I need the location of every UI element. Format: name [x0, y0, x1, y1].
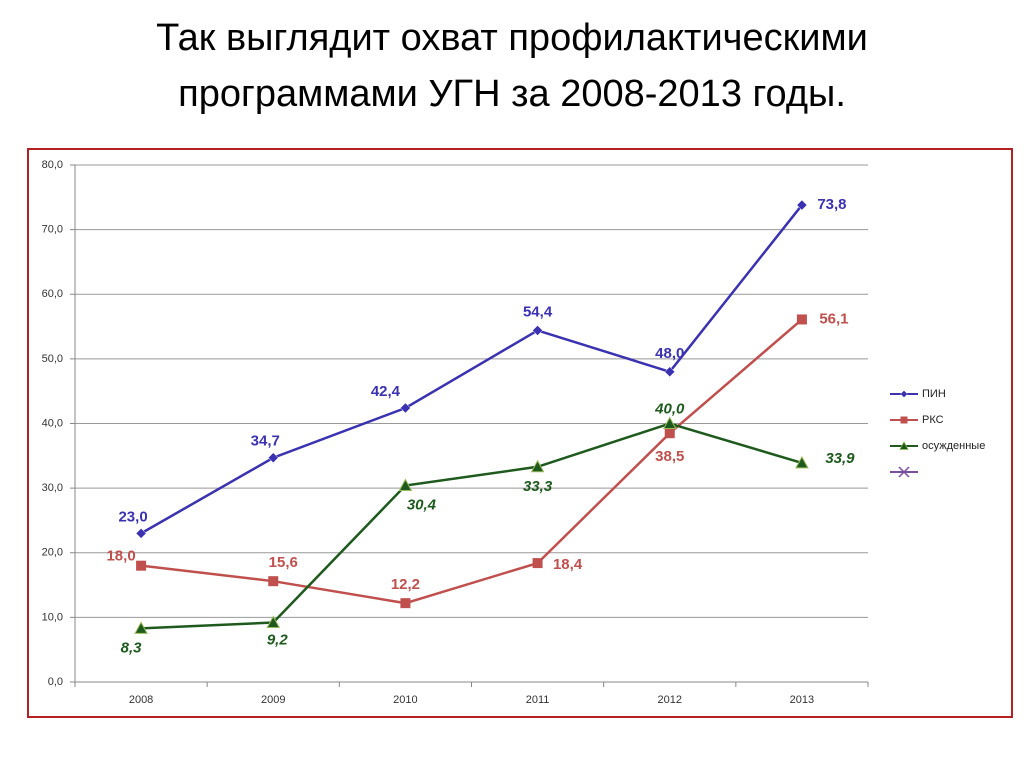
data-label: 18,0 [106, 548, 135, 565]
marker [795, 455, 809, 469]
marker [796, 199, 808, 211]
marker [134, 621, 148, 634]
data-label: 40,0 [654, 400, 685, 417]
x-tick-label: 2009 [261, 694, 285, 706]
marker [267, 452, 279, 464]
legend-label: РКС [922, 414, 944, 426]
marker [400, 598, 411, 609]
marker [266, 615, 281, 629]
y-tick-label: 10,0 [42, 611, 63, 623]
data-label: 73,8 [817, 196, 846, 213]
marker [398, 478, 413, 492]
marker [135, 528, 147, 539]
marker [664, 428, 675, 439]
data-label: 8,3 [121, 639, 143, 656]
data-label: 48,0 [655, 345, 684, 362]
marker [662, 416, 677, 429]
data-label: 12,2 [391, 576, 420, 593]
y-tick-label: 30,0 [42, 482, 63, 494]
marker [796, 314, 807, 325]
legend-marker [899, 441, 909, 450]
series-line [140, 204, 803, 535]
data-label: 30,4 [407, 497, 437, 514]
marker [136, 560, 147, 571]
marker [664, 366, 676, 378]
series-line [140, 318, 803, 605]
marker [532, 558, 543, 569]
data-label: 9,2 [267, 632, 289, 649]
legend-label: ПИН [922, 388, 946, 400]
y-tick-label: 70,0 [42, 224, 63, 236]
x-tick-label: 2011 [526, 694, 550, 706]
marker [400, 402, 411, 414]
y-tick-label: 50,0 [42, 353, 63, 365]
x-tick-label: 2013 [790, 694, 814, 706]
data-label: 34,7 [251, 433, 280, 450]
chart-frame [27, 148, 1013, 718]
data-label: 56,1 [819, 310, 848, 327]
data-label: 23,0 [118, 508, 147, 525]
chart-title: Так выглядит охват профилактическими про… [156, 17, 868, 115]
data-label: 42,4 [371, 383, 401, 400]
y-tick-label: 20,0 [42, 547, 63, 559]
series-line [141, 422, 803, 630]
y-tick-label: 80,0 [42, 159, 63, 171]
data-label: 38,5 [655, 448, 684, 465]
data-label: 18,4 [553, 556, 583, 573]
y-tick-label: 0,0 [48, 676, 63, 688]
marker [268, 576, 279, 587]
data-label: 54,4 [523, 303, 553, 320]
y-tick-label: 60,0 [42, 288, 63, 300]
y-tick-label: 40,0 [42, 417, 63, 429]
data-label: 33,9 [825, 450, 855, 467]
x-tick-label: 2010 [393, 694, 417, 706]
legend-marker [900, 390, 908, 398]
x-tick-label: 2012 [658, 694, 682, 706]
legend-marker [898, 466, 910, 478]
data-label: 15,6 [269, 554, 298, 571]
marker [530, 459, 545, 473]
x-tick-label: 2008 [129, 694, 153, 706]
legend-label: осужденные [922, 440, 985, 452]
legend-marker [900, 416, 908, 424]
marker [532, 325, 543, 336]
data-label: 33,3 [523, 478, 553, 495]
